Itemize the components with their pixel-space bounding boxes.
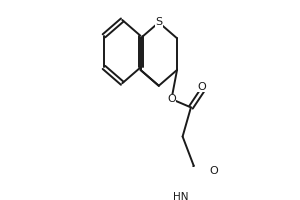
Text: S: S <box>155 17 162 27</box>
Text: HN: HN <box>173 192 189 200</box>
Text: O: O <box>197 82 206 92</box>
Text: O: O <box>167 94 176 104</box>
Text: O: O <box>209 166 218 176</box>
